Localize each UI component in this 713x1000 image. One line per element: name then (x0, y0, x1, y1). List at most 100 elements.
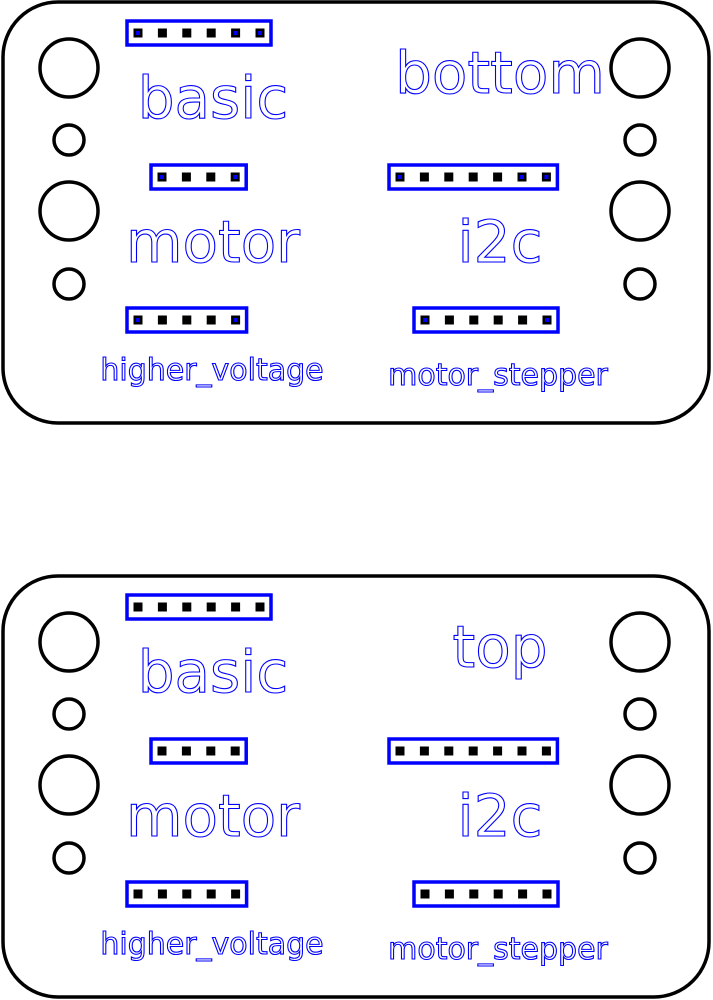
label-i2c: i2c (458, 782, 543, 850)
header-pin (157, 889, 167, 899)
mounting-hole (609, 611, 671, 673)
header-pin (468, 172, 478, 182)
header-pin-marker (136, 318, 140, 322)
header-basic (125, 593, 273, 621)
header-pin (231, 889, 241, 899)
header-pin (206, 28, 216, 38)
header-pin (469, 889, 479, 899)
header-pin (493, 746, 503, 756)
header-outline (412, 880, 560, 908)
header-pin (419, 172, 429, 182)
mounting-hole (623, 123, 657, 157)
header-outline (412, 306, 560, 334)
header-i2c (387, 737, 560, 765)
mounting-hole (38, 611, 100, 673)
header-pin (182, 315, 192, 325)
top-board: basic top motor i2c higher_voltage motor… (1, 574, 711, 999)
header-pin-marker (423, 318, 427, 322)
mounting-hole (623, 697, 657, 731)
header-pin-marker (544, 175, 549, 179)
header-pin (493, 889, 503, 899)
header-outline (387, 737, 560, 765)
header-pin (444, 172, 454, 182)
mounting-hole (623, 267, 657, 301)
label-top: top (452, 613, 547, 681)
board-outline (1, 574, 711, 999)
header-motor-stepper (412, 306, 560, 334)
header-pin-marker (233, 318, 238, 322)
header-i2c (387, 163, 560, 191)
header-pin (231, 602, 241, 612)
header-pin (133, 889, 143, 899)
header-pin (157, 746, 167, 756)
header-pin (395, 746, 405, 756)
mounting-hole (38, 37, 100, 99)
header-pin (206, 889, 216, 899)
header-basic (125, 19, 273, 47)
header-pin (230, 746, 240, 756)
header-pin-marker (160, 175, 164, 179)
header-pin (181, 746, 191, 756)
label-basic: basic (138, 64, 289, 132)
header-outline (149, 163, 248, 191)
header-pin (206, 746, 216, 756)
header-pin (541, 746, 551, 756)
header-pin (517, 746, 527, 756)
header-outline (125, 19, 273, 47)
mounting-hole (609, 37, 671, 99)
header-pin-marker (258, 31, 262, 35)
header-outline (387, 163, 560, 191)
label-motor-stepper: motor_stepper (388, 932, 608, 967)
header-pin (444, 315, 454, 325)
mounting-hole (52, 267, 86, 301)
header-pin (420, 889, 430, 899)
header-pin (157, 315, 167, 325)
label-basic: basic (138, 638, 289, 706)
header-pin (206, 172, 216, 182)
label-i2c: i2c (458, 208, 543, 276)
header-pin (181, 172, 191, 182)
header-pin (444, 889, 454, 899)
label-higher-voltage: higher_voltage (100, 353, 323, 388)
header-pin-marker (398, 175, 402, 179)
mounting-hole (623, 841, 657, 875)
header-motor (149, 163, 248, 191)
header-pin (468, 746, 478, 756)
header-pin (444, 746, 454, 756)
mounting-hole (38, 180, 100, 242)
header-pin (182, 602, 192, 612)
header-pin-marker (520, 175, 524, 179)
mounting-hole (609, 180, 671, 242)
label-bottom: bottom (395, 39, 605, 107)
header-pin (493, 172, 503, 182)
header-pin (518, 315, 528, 325)
header-pin (182, 28, 192, 38)
header-higher-voltage (125, 880, 249, 908)
header-outline (125, 880, 249, 908)
label-motor-stepper: motor_stepper (388, 358, 608, 393)
mounting-hole (52, 123, 86, 157)
header-pin (419, 746, 429, 756)
mounting-hole (52, 841, 86, 875)
header-higher-voltage (125, 306, 249, 334)
header-pin (542, 889, 552, 899)
header-pin-marker (136, 31, 140, 35)
header-pin (206, 602, 216, 612)
header-pin (469, 315, 479, 325)
header-pin (157, 602, 167, 612)
header-pin (157, 28, 167, 38)
header-pin (133, 602, 143, 612)
header-motor-stepper (412, 880, 560, 908)
bottom-board: basic bottom motor i2c higher_voltage mo… (1, 0, 711, 425)
header-outline (125, 593, 273, 621)
board-outline (1, 0, 711, 425)
label-motor: motor (126, 782, 300, 850)
mounting-hole (609, 754, 671, 816)
header-pin-marker (545, 318, 549, 322)
header-pin (255, 602, 265, 612)
header-pin (182, 889, 192, 899)
header-motor (149, 737, 248, 765)
header-pin (518, 889, 528, 899)
header-pin (493, 315, 503, 325)
